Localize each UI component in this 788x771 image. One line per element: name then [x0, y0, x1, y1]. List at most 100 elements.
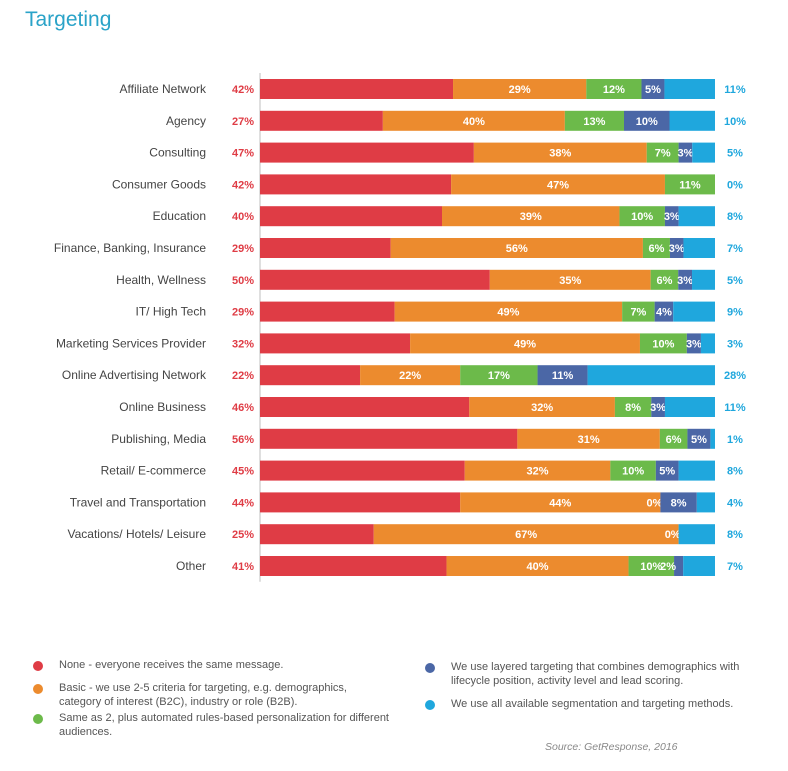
legend-swatch-basic — [33, 684, 43, 694]
bar-segment-other-3 — [674, 556, 684, 576]
chart-title: Targeting — [25, 8, 112, 31]
data-label-it-high-tech-2: 7% — [630, 307, 646, 319]
bar-segment-other-4 — [683, 556, 715, 576]
data-label-vacations-hotels-leisure-4: 8% — [727, 529, 743, 541]
data-label-agency-0: 27% — [232, 116, 254, 128]
legend-label-all: We use all available segmentation and ta… — [451, 698, 734, 710]
category-label-publishing-media: Publishing, Media — [111, 432, 206, 446]
bar-segment-retail-e-commerce-4 — [678, 460, 715, 481]
bar-segment-online-advertising-network-0 — [260, 365, 361, 386]
bar-segment-education-1 — [442, 206, 620, 227]
data-label-agency-4: 10% — [724, 116, 746, 128]
data-label-consumer-goods-0: 42% — [232, 179, 254, 191]
data-label-online-advertising-network-2: 17% — [488, 370, 510, 382]
legend-swatch-all — [425, 700, 435, 710]
data-label-marketing-services-provider-4: 3% — [727, 338, 743, 350]
data-label-online-advertising-network-4: 28% — [724, 370, 746, 382]
data-label-vacations-hotels-leisure-1: 67% — [515, 529, 537, 541]
bar-segment-publishing-media-3 — [687, 428, 711, 449]
legend-label-basic: Basic - we use 2-5 criteria for targetin… — [59, 682, 347, 708]
data-label-retail-e-commerce-1: 32% — [527, 466, 549, 478]
data-label-health-wellness-4: 5% — [727, 275, 743, 287]
bar-segment-consumer-goods-1 — [451, 174, 665, 195]
data-label-health-wellness-1: 35% — [559, 275, 581, 287]
data-label-online-business-2: 8% — [625, 402, 641, 414]
data-label-affiliate-network-2: 12% — [603, 84, 625, 96]
bar-segment-publishing-media-0 — [260, 428, 518, 449]
bar-segment-retail-e-commerce-1 — [464, 460, 611, 481]
data-label-health-wellness-2: 6% — [656, 275, 672, 287]
legend-label-none: None - everyone receives the same messag… — [59, 659, 284, 671]
bar-segment-vacations-hotels-leisure-4 — [678, 524, 715, 545]
bar-segment-travel-and-transportation-1 — [460, 492, 661, 513]
bar-segment-education-0 — [260, 206, 442, 227]
bar-segment-retail-e-commerce-2 — [610, 460, 656, 481]
bar-segment-consulting-0 — [260, 142, 474, 163]
bar-segment-it-high-tech-0 — [260, 301, 395, 322]
category-label-consumer-goods: Consumer Goods — [112, 177, 206, 191]
bar-segment-consulting-1 — [473, 142, 647, 163]
bar-segment-travel-and-transportation-4 — [696, 492, 715, 513]
bar-segment-agency-1 — [382, 110, 565, 131]
bar-segment-online-advertising-network-3 — [537, 365, 588, 386]
category-label-it-high-tech: IT/ High Tech — [136, 305, 206, 319]
data-label-health-wellness-3: 3% — [677, 275, 693, 287]
data-label-marketing-services-provider-0: 32% — [232, 338, 254, 350]
bar-segment-marketing-services-provider-0 — [260, 333, 411, 354]
bar-segment-online-business-1 — [469, 397, 615, 417]
bar-segment-finance-banking-insurance-0 — [260, 238, 391, 258]
data-label-consulting-2: 7% — [655, 148, 671, 160]
bar-segment-travel-and-transportation-0 — [260, 492, 461, 513]
category-label-affiliate-network: Affiliate Network — [120, 82, 207, 96]
legend-swatch-none — [33, 661, 43, 671]
category-label-agency: Agency — [166, 114, 206, 128]
data-label-finance-banking-insurance-0: 29% — [232, 243, 254, 255]
data-label-it-high-tech-4: 9% — [727, 307, 743, 319]
data-label-online-advertising-network-1: 22% — [399, 370, 421, 382]
data-label-it-high-tech-1: 49% — [497, 307, 519, 319]
data-label-publishing-media-3: 5% — [691, 434, 707, 446]
data-label-affiliate-network-4: 11% — [724, 84, 746, 96]
category-label-education: Education — [153, 209, 206, 223]
data-label-consulting-3: 3% — [677, 148, 693, 160]
data-label-online-business-3: 3% — [650, 402, 666, 414]
bar-segment-health-wellness-1 — [489, 269, 651, 290]
bar-segment-vacations-hotels-leisure-1 — [373, 524, 679, 545]
bar-segment-consumer-goods-0 — [260, 174, 452, 195]
data-label-publishing-media-2: 6% — [666, 434, 682, 446]
bar-segment-agency-3 — [624, 110, 670, 131]
source-note: Source: GetResponse, 2016 — [545, 741, 678, 753]
bar-segment-publishing-media-1 — [517, 428, 660, 449]
data-label-agency-1: 40% — [463, 116, 485, 128]
data-label-consulting-4: 5% — [727, 148, 743, 160]
bar-segment-agency-0 — [260, 110, 383, 131]
data-label-marketing-services-provider-2: 10% — [652, 338, 674, 350]
bar-segment-it-high-tech-3 — [654, 301, 674, 322]
data-label-retail-e-commerce-3: 5% — [659, 466, 675, 478]
legend-swatch-layered — [425, 663, 435, 673]
data-label-retail-e-commerce-4: 8% — [727, 466, 743, 478]
data-label-finance-banking-insurance-2: 6% — [648, 243, 664, 255]
bar-segment-other-2 — [628, 556, 675, 576]
data-label-agency-2: 13% — [583, 116, 605, 128]
category-label-online-advertising-network: Online Advertising Network — [62, 368, 207, 382]
bar-segment-affiliate-network-4 — [664, 79, 715, 99]
bar-segment-agency-2 — [564, 110, 624, 131]
legend-label-layered: We use layered targeting that combines d… — [451, 661, 740, 687]
bar-segment-finance-banking-insurance-2 — [642, 238, 670, 258]
data-label-vacations-hotels-leisure-0: 25% — [232, 529, 254, 541]
data-label-affiliate-network-0: 42% — [232, 84, 254, 96]
data-label-affiliate-network-1: 29% — [509, 84, 531, 96]
data-label-vacations-hotels-leisure-2: 0% — [665, 529, 681, 541]
bar-segment-consulting-2 — [646, 142, 679, 163]
bar-segment-it-high-tech-4 — [673, 301, 715, 322]
data-label-other-1: 40% — [527, 561, 549, 573]
category-label-retail-e-commerce: Retail/ E-commerce — [101, 464, 207, 478]
data-label-publishing-media-4: 1% — [727, 434, 743, 446]
data-label-retail-e-commerce-2: 10% — [622, 466, 644, 478]
bar-segment-health-wellness-2 — [650, 269, 679, 290]
data-label-education-2: 10% — [631, 211, 653, 223]
data-label-consulting-0: 47% — [232, 148, 254, 160]
bar-segment-retail-e-commerce-0 — [260, 460, 465, 481]
bar-segment-publishing-media-2 — [659, 428, 688, 449]
